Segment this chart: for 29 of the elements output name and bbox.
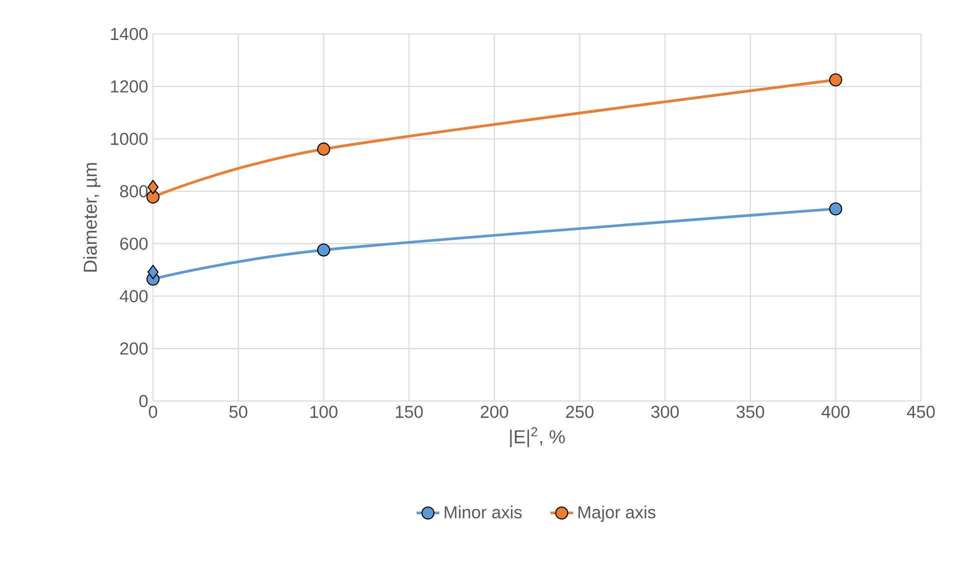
y-axis-title: Diameter, µm — [83, 163, 101, 272]
point — [317, 142, 330, 156]
x-axis-title: |E|$^{2}$, % — [510, 427, 565, 448]
x-tick-label: 250 — [566, 406, 594, 418]
x-tick-label: 300 — [651, 406, 679, 418]
x-tick-label: 450 — [906, 406, 935, 418]
x-tick-label: 350 — [736, 406, 764, 418]
y-tick-label: 0 — [139, 394, 148, 408]
point — [317, 243, 330, 257]
x-tick-label: 100 — [310, 406, 338, 418]
y-tick-label: 200 — [120, 342, 148, 355]
y-tick-label: 600 — [120, 238, 148, 250]
x-tick-label: 0 — [148, 406, 158, 418]
y-tick-label: 1400 — [111, 28, 148, 40]
point — [146, 190, 160, 204]
x-tick-label: 50 — [229, 406, 248, 418]
x-tick-label: 200 — [480, 406, 508, 418]
x-tick-label: 150 — [396, 406, 423, 418]
y-tick-label: 1000 — [111, 132, 148, 145]
y-tick-label: 400 — [120, 290, 148, 302]
point — [147, 264, 159, 280]
point — [829, 73, 842, 86]
y-tick-label: 1200 — [111, 80, 148, 93]
x-tick-label: 400 — [822, 406, 850, 418]
point — [147, 180, 159, 194]
y-tick-label: 800 — [120, 185, 148, 198]
legend-label: Minor axis — [444, 506, 522, 518]
legend-label: Major axis — [578, 506, 656, 522]
point — [829, 202, 842, 216]
